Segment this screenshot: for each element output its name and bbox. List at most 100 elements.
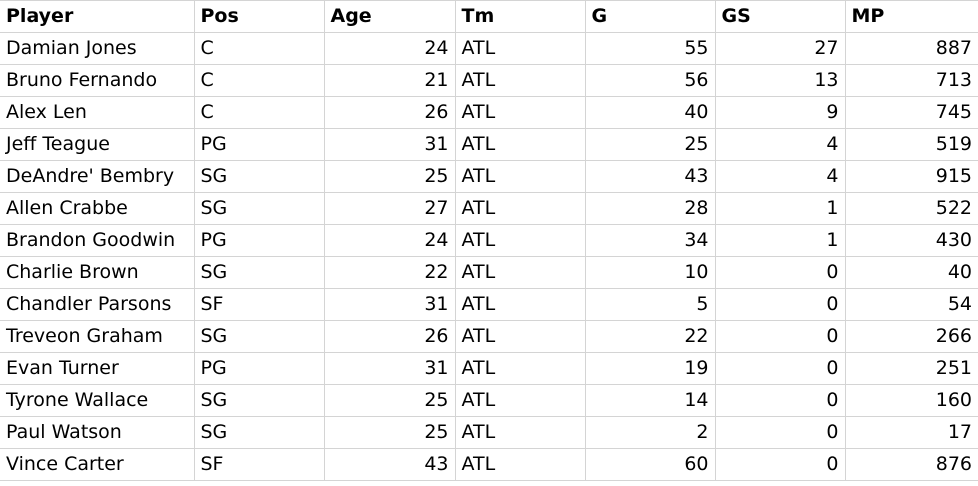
cell-gs[interactable]: 4 xyxy=(714,128,846,161)
cell-gs[interactable]: 1 xyxy=(714,224,846,257)
cell-g[interactable]: 55 xyxy=(584,32,716,65)
cell-g[interactable]: 56 xyxy=(584,64,716,97)
cell-g[interactable]: 14 xyxy=(584,384,716,417)
cell-g[interactable]: 19 xyxy=(584,352,716,385)
cell-pos[interactable]: SG xyxy=(193,160,325,193)
cell-pos[interactable]: SG xyxy=(193,320,325,353)
cell-gs[interactable]: 0 xyxy=(714,384,846,417)
cell-age[interactable]: 24 xyxy=(323,224,456,257)
cell-player[interactable]: Damian Jones xyxy=(0,32,195,65)
cell-tm[interactable]: ATL xyxy=(454,160,586,193)
cell-age[interactable]: 25 xyxy=(323,384,456,417)
cell-tm[interactable]: ATL xyxy=(454,352,586,385)
cell-gs[interactable]: 4 xyxy=(714,160,846,193)
cell-mp[interactable]: 713 xyxy=(844,64,978,97)
cell-tm[interactable]: ATL xyxy=(454,96,586,129)
cell-g[interactable]: 28 xyxy=(584,192,716,225)
cell-gs[interactable]: 9 xyxy=(714,96,846,129)
header-gs[interactable]: GS xyxy=(714,0,846,33)
cell-mp[interactable]: 251 xyxy=(844,352,978,385)
cell-age[interactable]: 24 xyxy=(323,32,456,65)
cell-gs[interactable]: 0 xyxy=(714,288,846,321)
cell-mp[interactable]: 430 xyxy=(844,224,978,257)
cell-player[interactable]: Evan Turner xyxy=(0,352,195,385)
cell-mp[interactable]: 40 xyxy=(844,256,978,289)
cell-player[interactable]: Brandon Goodwin xyxy=(0,224,195,257)
cell-gs[interactable]: 27 xyxy=(714,32,846,65)
cell-mp[interactable]: 876 xyxy=(844,448,978,481)
cell-mp[interactable]: 266 xyxy=(844,320,978,353)
cell-tm[interactable]: ATL xyxy=(454,288,586,321)
cell-mp[interactable]: 54 xyxy=(844,288,978,321)
cell-gs[interactable]: 0 xyxy=(714,256,846,289)
cell-player[interactable]: Treveon Graham xyxy=(0,320,195,353)
cell-player[interactable]: Chandler Parsons xyxy=(0,288,195,321)
cell-player[interactable]: Jeff Teague xyxy=(0,128,195,161)
cell-g[interactable]: 5 xyxy=(584,288,716,321)
cell-tm[interactable]: ATL xyxy=(454,256,586,289)
cell-mp[interactable]: 160 xyxy=(844,384,978,417)
cell-tm[interactable]: ATL xyxy=(454,384,586,417)
cell-tm[interactable]: ATL xyxy=(454,320,586,353)
cell-mp[interactable]: 519 xyxy=(844,128,978,161)
cell-gs[interactable]: 0 xyxy=(714,352,846,385)
cell-pos[interactable]: SG xyxy=(193,192,325,225)
cell-gs[interactable]: 0 xyxy=(714,320,846,353)
cell-player[interactable]: Allen Crabbe xyxy=(0,192,195,225)
cell-mp[interactable]: 17 xyxy=(844,416,978,449)
cell-age[interactable]: 26 xyxy=(323,96,456,129)
header-pos[interactable]: Pos xyxy=(193,0,325,33)
cell-tm[interactable]: ATL xyxy=(454,416,586,449)
cell-g[interactable]: 34 xyxy=(584,224,716,257)
cell-gs[interactable]: 13 xyxy=(714,64,846,97)
header-tm[interactable]: Tm xyxy=(454,0,586,33)
cell-gs[interactable]: 0 xyxy=(714,448,846,481)
cell-pos[interactable]: C xyxy=(193,96,325,129)
cell-age[interactable]: 31 xyxy=(323,128,456,161)
cell-age[interactable]: 27 xyxy=(323,192,456,225)
cell-pos[interactable]: SF xyxy=(193,448,325,481)
cell-mp[interactable]: 915 xyxy=(844,160,978,193)
cell-age[interactable]: 31 xyxy=(323,352,456,385)
header-mp[interactable]: MP xyxy=(844,0,978,33)
cell-tm[interactable]: ATL xyxy=(454,448,586,481)
cell-pos[interactable]: C xyxy=(193,64,325,97)
cell-g[interactable]: 10 xyxy=(584,256,716,289)
cell-mp[interactable]: 745 xyxy=(844,96,978,129)
cell-player[interactable]: Bruno Fernando xyxy=(0,64,195,97)
cell-pos[interactable]: SG xyxy=(193,416,325,449)
cell-pos[interactable]: PG xyxy=(193,128,325,161)
cell-pos[interactable]: PG xyxy=(193,224,325,257)
cell-player[interactable]: Alex Len xyxy=(0,96,195,129)
cell-age[interactable]: 26 xyxy=(323,320,456,353)
cell-player[interactable]: Paul Watson xyxy=(0,416,195,449)
cell-pos[interactable]: SF xyxy=(193,288,325,321)
cell-tm[interactable]: ATL xyxy=(454,224,586,257)
cell-player[interactable]: Vince Carter xyxy=(0,448,195,481)
cell-age[interactable]: 31 xyxy=(323,288,456,321)
cell-gs[interactable]: 0 xyxy=(714,416,846,449)
cell-g[interactable]: 22 xyxy=(584,320,716,353)
cell-g[interactable]: 2 xyxy=(584,416,716,449)
cell-player[interactable]: Tyrone Wallace xyxy=(0,384,195,417)
cell-g[interactable]: 40 xyxy=(584,96,716,129)
cell-tm[interactable]: ATL xyxy=(454,128,586,161)
header-age[interactable]: Age xyxy=(323,0,456,33)
cell-pos[interactable]: SG xyxy=(193,384,325,417)
cell-g[interactable]: 60 xyxy=(584,448,716,481)
cell-age[interactable]: 21 xyxy=(323,64,456,97)
header-player[interactable]: Player xyxy=(0,0,195,33)
cell-player[interactable]: Charlie Brown xyxy=(0,256,195,289)
cell-g[interactable]: 43 xyxy=(584,160,716,193)
cell-age[interactable]: 25 xyxy=(323,416,456,449)
header-g[interactable]: G xyxy=(584,0,716,33)
cell-pos[interactable]: SG xyxy=(193,256,325,289)
cell-mp[interactable]: 887 xyxy=(844,32,978,65)
cell-tm[interactable]: ATL xyxy=(454,64,586,97)
cell-pos[interactable]: PG xyxy=(193,352,325,385)
cell-age[interactable]: 25 xyxy=(323,160,456,193)
cell-age[interactable]: 43 xyxy=(323,448,456,481)
cell-player[interactable]: DeAndre' Bembry xyxy=(0,160,195,193)
cell-age[interactable]: 22 xyxy=(323,256,456,289)
cell-gs[interactable]: 1 xyxy=(714,192,846,225)
